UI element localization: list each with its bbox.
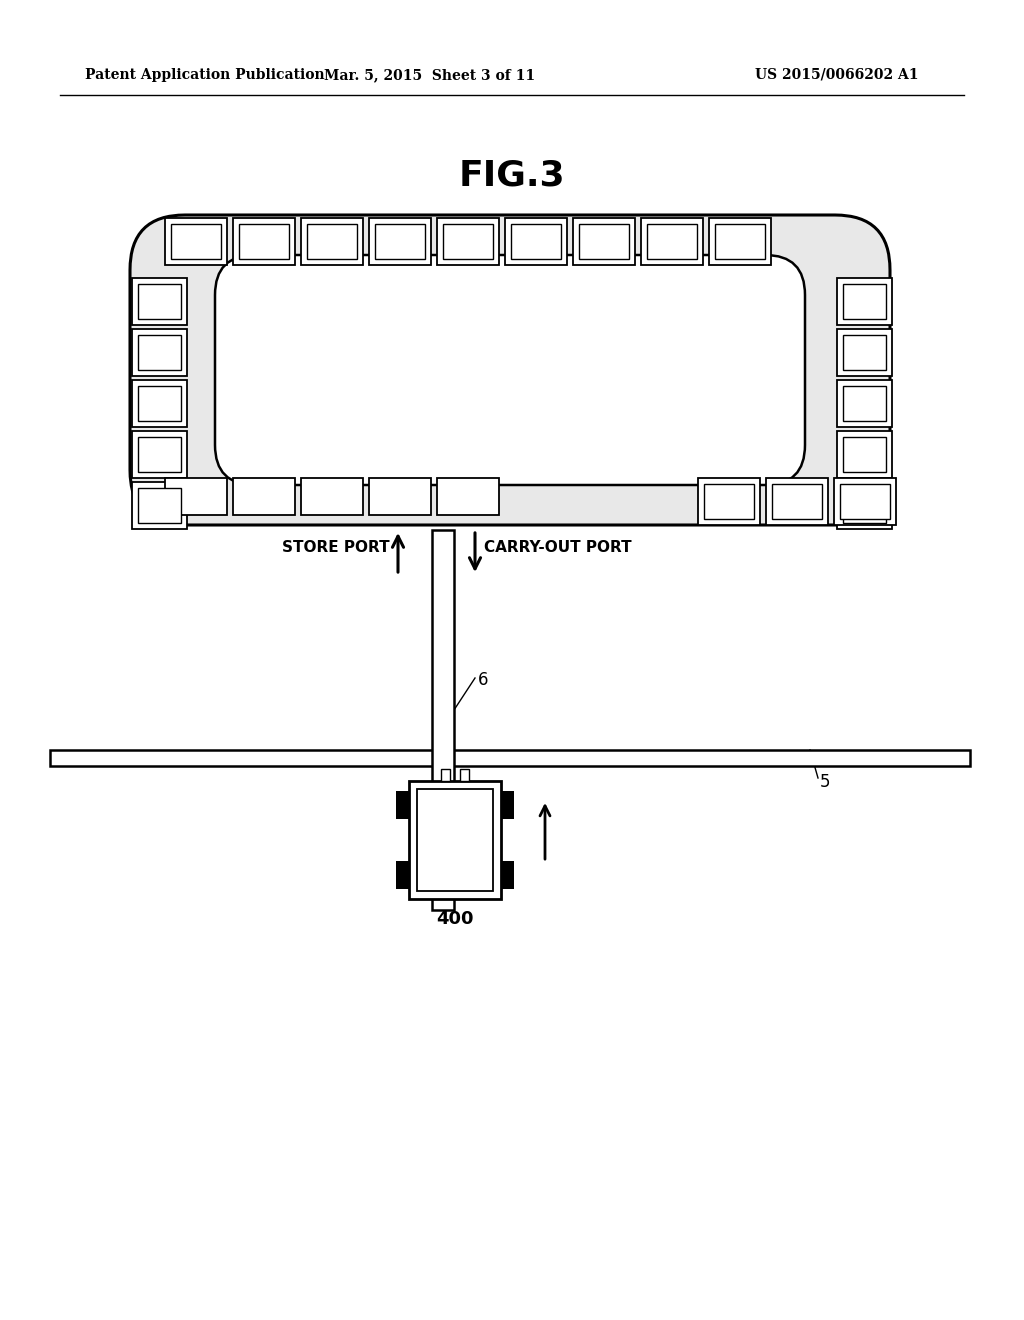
Bar (647, 224, 697, 259)
FancyBboxPatch shape (130, 215, 890, 525)
Bar (138, 335, 181, 370)
Bar (579, 224, 629, 259)
Bar (417, 789, 493, 891)
Bar (233, 478, 295, 515)
Bar (505, 218, 567, 265)
Bar (501, 791, 514, 818)
Bar (138, 488, 181, 523)
Bar (171, 224, 221, 259)
Bar (165, 218, 227, 265)
Text: Mar. 5, 2015  Sheet 3 of 11: Mar. 5, 2015 Sheet 3 of 11 (325, 69, 536, 82)
Bar (443, 224, 493, 259)
Bar (709, 218, 771, 265)
Bar (138, 284, 181, 319)
Bar (501, 861, 514, 888)
Bar (50, 750, 970, 766)
Bar (307, 224, 357, 259)
Bar (843, 335, 886, 370)
Bar (843, 284, 886, 319)
Bar (511, 224, 561, 259)
Bar (432, 531, 454, 909)
Bar (705, 484, 754, 519)
Bar (369, 478, 431, 515)
Bar (301, 218, 362, 265)
Bar (132, 329, 187, 376)
Bar (396, 861, 409, 888)
Bar (233, 218, 295, 265)
Text: 5: 5 (820, 774, 830, 791)
Bar (837, 432, 892, 478)
Bar (437, 478, 499, 515)
Bar (239, 224, 289, 259)
Bar (837, 482, 892, 529)
Bar (641, 218, 703, 265)
Bar (837, 279, 892, 325)
Bar (132, 482, 187, 529)
FancyBboxPatch shape (215, 255, 805, 484)
Bar (437, 218, 499, 265)
Bar (369, 218, 431, 265)
Bar (840, 484, 890, 519)
Bar (837, 380, 892, 426)
Bar (165, 478, 227, 515)
Text: Patent Application Publication: Patent Application Publication (85, 69, 325, 82)
Bar (834, 478, 896, 525)
Bar (441, 770, 450, 781)
Bar (396, 791, 409, 818)
Bar (766, 478, 828, 525)
Text: 6: 6 (478, 671, 488, 689)
Text: 400: 400 (436, 909, 474, 928)
Bar (375, 224, 425, 259)
Bar (132, 432, 187, 478)
Bar (132, 380, 187, 426)
Bar (843, 385, 886, 421)
Bar (843, 488, 886, 523)
Bar (698, 478, 760, 525)
Text: FIG.3: FIG.3 (459, 158, 565, 191)
Text: US 2015/0066202 A1: US 2015/0066202 A1 (755, 69, 919, 82)
Bar (837, 329, 892, 376)
Bar (409, 781, 501, 899)
Bar (715, 224, 765, 259)
Bar (843, 437, 886, 473)
Bar (138, 437, 181, 473)
Bar (301, 478, 362, 515)
Bar (772, 484, 822, 519)
Bar (460, 770, 469, 781)
Bar (573, 218, 635, 265)
Bar (132, 279, 187, 325)
Text: STORE PORT: STORE PORT (283, 540, 390, 556)
Bar (138, 385, 181, 421)
Text: CARRY-OUT PORT: CARRY-OUT PORT (484, 540, 632, 556)
